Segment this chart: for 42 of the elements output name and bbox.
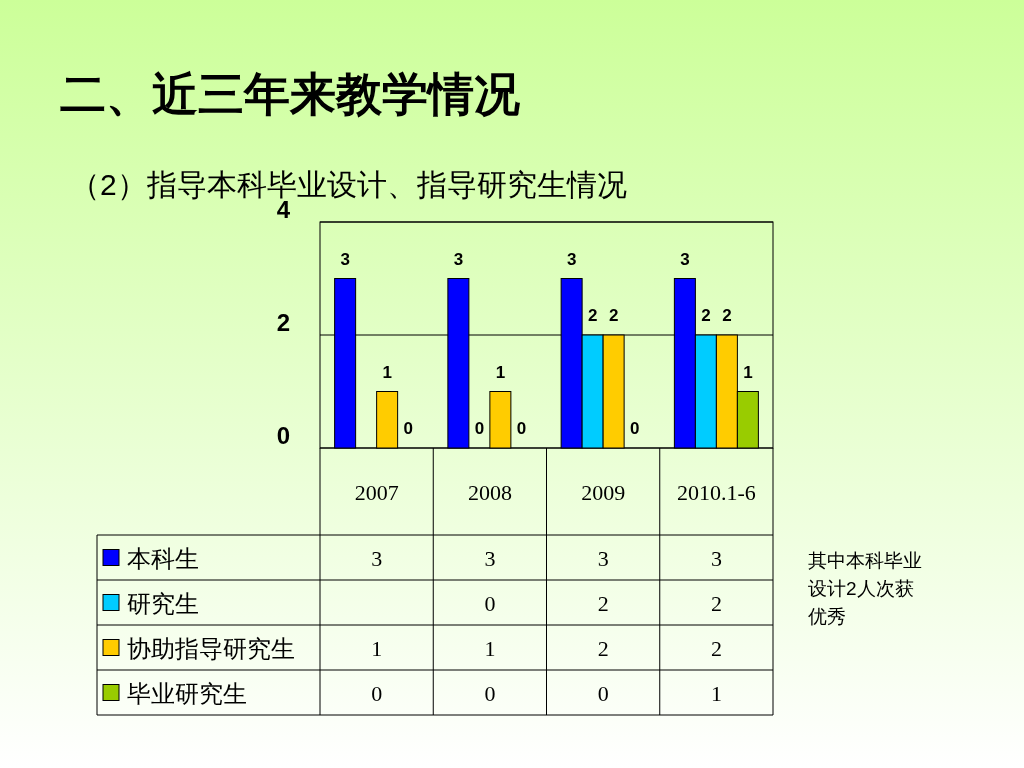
data-label: 2 bbox=[710, 590, 722, 616]
text: 1 bbox=[743, 362, 753, 382]
data-label: 2 bbox=[597, 590, 609, 616]
data-label: 1 bbox=[710, 680, 722, 706]
data-label: 2 bbox=[710, 635, 722, 661]
text: 3 bbox=[566, 249, 577, 269]
legend-label: 毕业研究生 bbox=[127, 679, 247, 707]
data-label: 0 bbox=[371, 680, 383, 706]
text: 2 bbox=[587, 306, 598, 325]
chart-title: 二、近三年来教学情况 bbox=[60, 68, 520, 120]
legend-label: 本科生 bbox=[127, 544, 199, 572]
data-label: 2 bbox=[597, 635, 609, 661]
text: 1 bbox=[495, 362, 506, 382]
text: 3 bbox=[340, 249, 350, 269]
y-tick-label: 2 bbox=[276, 309, 290, 336]
data-label: 1 bbox=[371, 635, 383, 661]
legend-label: 协助指导研究生 bbox=[127, 634, 295, 662]
x-tick-label: 2010.1-6 bbox=[676, 479, 756, 505]
text: 2 bbox=[701, 306, 711, 325]
data-label: 0 bbox=[484, 590, 496, 616]
text: 0 bbox=[474, 419, 485, 438]
text: 2 bbox=[608, 306, 619, 325]
data-label: 3 bbox=[597, 545, 609, 571]
text: 其中本科毕业设计2人次获优秀 bbox=[808, 550, 922, 627]
text: 0 bbox=[629, 419, 640, 438]
data-label: 1 bbox=[484, 635, 496, 661]
text: 2 bbox=[722, 306, 732, 325]
text: 0 bbox=[516, 419, 527, 438]
data-label: 3 bbox=[371, 545, 383, 571]
data-label: 0 bbox=[484, 680, 496, 706]
x-tick-label: 2007 bbox=[354, 479, 399, 505]
data-label: 3 bbox=[710, 545, 722, 571]
y-tick-label: 0 bbox=[276, 422, 290, 449]
text: 0 bbox=[403, 419, 413, 438]
x-tick-label: 2008 bbox=[467, 479, 512, 505]
legend-label: 研究生 bbox=[127, 589, 199, 617]
x-tick-label: 2009 bbox=[581, 479, 626, 505]
text: 3 bbox=[453, 249, 464, 269]
text: 1 bbox=[382, 362, 392, 382]
data-label: 0 bbox=[597, 680, 609, 706]
text: 3 bbox=[680, 249, 690, 269]
data-label: 3 bbox=[484, 545, 496, 571]
